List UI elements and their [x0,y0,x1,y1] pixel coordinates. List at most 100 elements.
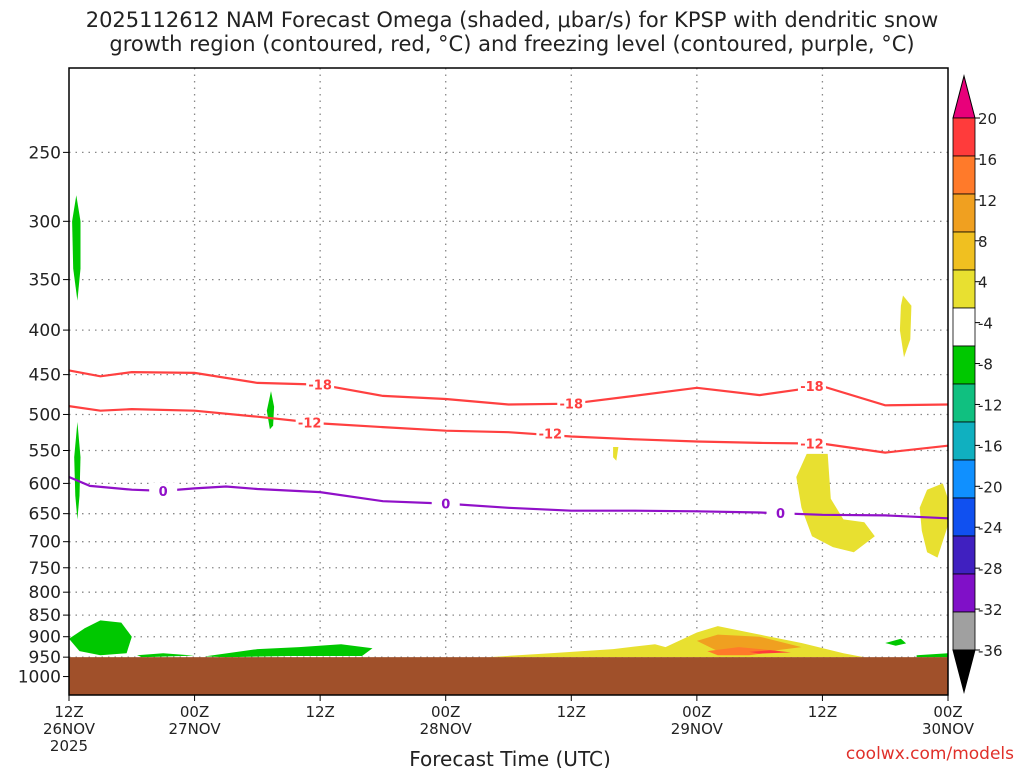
y-tick-label: 950 [29,648,61,668]
colorbar-label: -4 [978,315,993,333]
y-tick-label: 250 [29,143,61,163]
contour-label-freezing-level: 0 [776,507,785,522]
y-tick-label: 300 [29,212,61,232]
x-tick-label: 2025 [50,737,88,755]
contour-label-freezing-level: 0 [159,485,168,500]
y-tick-label: 400 [29,321,61,341]
x-tick-label: 00Z [431,703,460,721]
colorbar-segment [952,573,976,613]
omega-region-yellow-right-1 [796,453,875,553]
y-tick-label: 550 [29,442,61,462]
colorbar-label: -28 [978,560,1003,578]
omega-region-green-sfc-5 [916,653,948,658]
chart-title-line2: growth region (contoured, red, °C) and f… [109,32,915,56]
omega-region-green-left-low [74,422,81,520]
x-tick-label: 30NOV [922,720,975,738]
contour-label-bg [557,395,586,412]
colorbar-segment [952,269,976,309]
colorbar-label: -20 [978,478,1003,496]
colorbar-bottom-arrow [952,649,976,694]
x-tick-label: 27NOV [169,720,222,738]
colorbar-label: -36 [978,642,1003,660]
omega-region-yellow-mid [613,447,619,461]
colorbar-segment [952,497,976,537]
colorbar-legend: 20 16 12 8 4 -4 -8 -12 -16 -20 -24 -28 -32 -36 [952,74,1003,694]
colorbar-segment [952,231,976,271]
contour-label-bg [149,482,178,499]
below-ground-mask [69,657,948,695]
y-axis: 2503003504004505005506006507007508008509… [18,143,69,688]
y-tick-label: 750 [29,559,61,579]
y-tick-label: 450 [29,366,61,386]
omega-region-green-mid [266,391,275,430]
omega-region-green-upper-left [72,195,81,301]
omega-region-yellow-right-2 [919,483,948,558]
contour-dgz-bottom [68,405,949,454]
omega-region-green-sfc-4 [885,638,907,646]
contour-dgz-top [68,369,949,407]
colorbar-label: -8 [978,356,993,374]
y-tick-label: 700 [29,533,61,553]
colorbar-segment [952,383,976,423]
colorbar-segment [952,611,976,651]
colorbar-label: 8 [978,233,988,251]
plot-frame [68,67,949,696]
colorbar-label: -12 [978,396,1003,414]
omega-region-green-sfc-2 [137,653,195,658]
x-tick-label: 12Z [54,703,83,721]
contour-label-dgz-bottom: -12 [539,428,563,443]
colorbar-segment [952,307,976,347]
contour-label-bg [431,495,460,512]
contour-label-bg [766,505,795,522]
colorbar-label: 4 [978,274,988,292]
contour-label-dgz-top: -18 [560,398,584,413]
colorbar-label: 20 [978,110,997,128]
contour-label-dgz-bottom: -12 [298,417,322,432]
omega-region-green-sfc-1 [69,620,132,656]
colorbar-segment [952,117,976,157]
contour-label-dgz-top: -18 [800,380,824,395]
source-credit: coolwx.com/models [845,744,1014,764]
colorbar-label: 16 [978,151,997,169]
colorbar-segment [952,421,976,461]
colorbar-label: -32 [978,601,1003,619]
x-tick-label: 12Z [557,703,586,721]
x-axis-label: Forecast Time (UTC) [409,747,611,768]
x-tick-label: 12Z [808,703,837,721]
contour-label-dgz-bottom: -12 [800,438,824,453]
omega-region-yellow-upper-right [899,295,912,358]
colorbar-label: -16 [978,437,1003,455]
x-tick-label: 28NOV [420,720,473,738]
colorbar-label: -24 [978,519,1003,537]
chart-title-line1: 2025112612 NAM Forecast Omega (shaded, μ… [85,8,939,32]
colorbar-segment [952,459,976,499]
contour-label-dgz-top: -18 [308,379,332,394]
y-tick-label: 850 [29,606,61,626]
omega-region-orange-sfc [696,634,802,653]
colorbar-segment [952,155,976,195]
colorbar-segment [952,193,976,233]
y-tick-label: 1000 [18,668,61,688]
contour-label-bg [797,435,826,452]
y-tick-label: 900 [29,628,61,648]
contour-label-freezing-level: 0 [441,498,450,513]
x-tick-label: 29NOV [671,720,724,738]
contour-label-bg [536,425,565,442]
x-tick-label: 00Z [180,703,209,721]
x-tick-label: 00Z [682,703,711,721]
y-tick-label: 600 [29,474,61,494]
contour-label-bg [306,376,335,393]
y-tick-label: 350 [29,271,61,291]
y-tick-label: 500 [29,405,61,425]
x-tick-label: 26NOV [43,720,96,738]
y-tick-label: 800 [29,583,61,603]
colorbar-top-arrow [952,74,976,119]
colorbar-segment [952,345,976,385]
colorbar-label: 12 [978,192,997,210]
contour-label-bg [797,378,826,395]
omega-region-red-sfc [749,650,791,654]
colorbar-segment [952,535,976,575]
x-tick-label: 00Z [933,703,962,721]
